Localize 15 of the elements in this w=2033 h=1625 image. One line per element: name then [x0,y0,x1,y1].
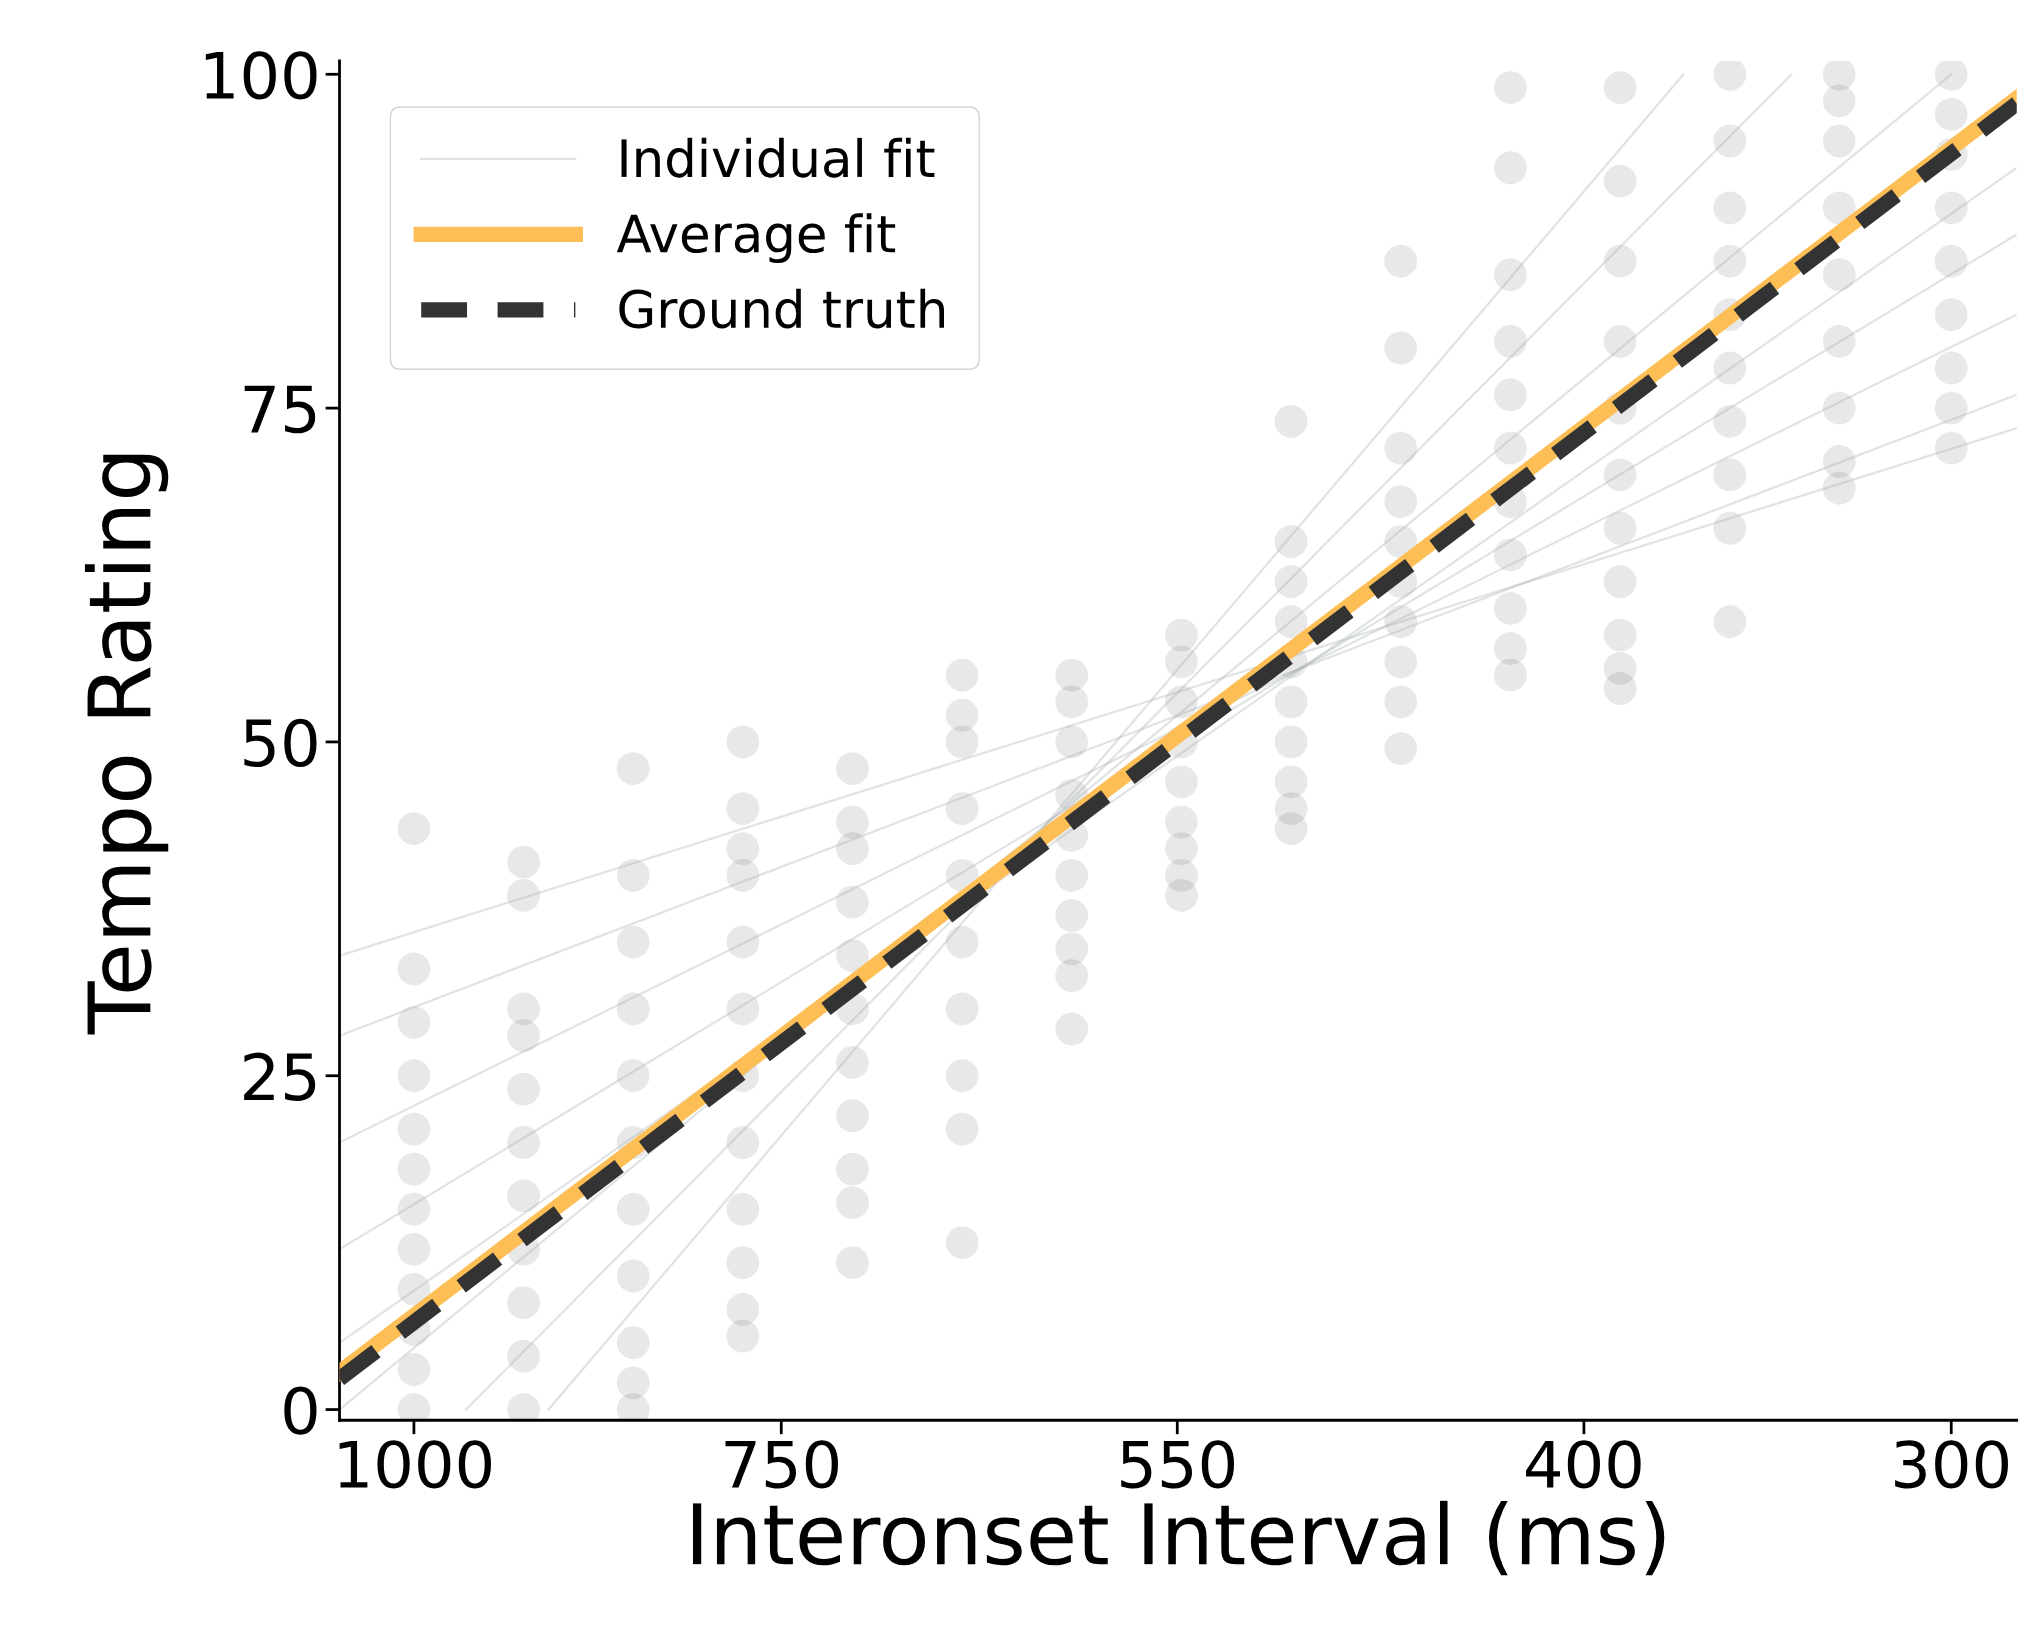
y-tick-label: 0 [284,1386,317,1435]
x-tick-label: 750 [725,1440,838,1489]
y-axis-title: Tempo Rating [84,454,169,1035]
x-tick-label: 300 [1895,1440,2008,1489]
y-tick-label: 25 [244,1052,316,1101]
legend-label: Individual fit [621,137,935,178]
legend-label: Average fit [616,213,896,264]
x-tick-label: 1000 [339,1440,491,1489]
y-tick-label: 50 [244,718,317,768]
x-tick-label: 400 [1526,1440,1641,1489]
y-tick-label: 100 [205,51,317,100]
x-axis-title: Interonset Interval (ms) [693,1500,1665,1576]
legend-label: Ground truth [619,288,945,329]
x-tick-label: 550 [1121,1440,1235,1489]
y-tick-label: 75 [244,385,316,434]
